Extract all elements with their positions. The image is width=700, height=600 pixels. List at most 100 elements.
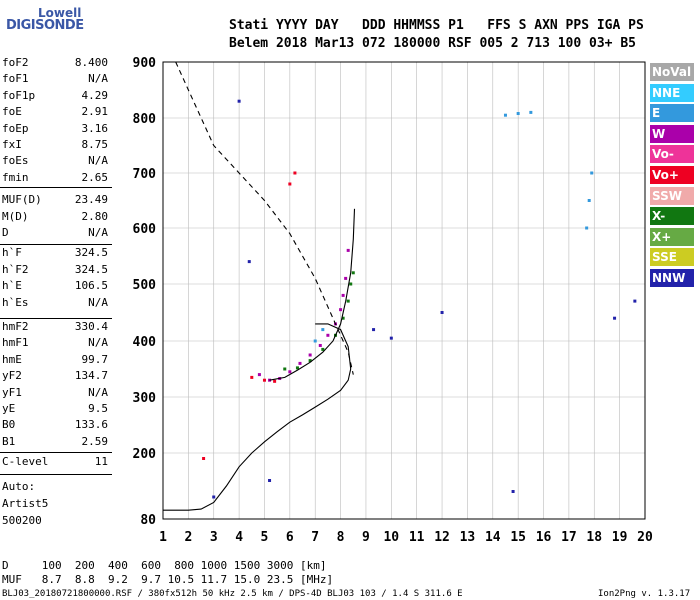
echo-point	[341, 316, 345, 320]
param-value: 2.65	[81, 170, 109, 184]
echo-point	[257, 373, 261, 377]
param-name: yE	[2, 402, 16, 415]
x-tick-label: 12	[434, 530, 450, 545]
legend-item: W	[650, 124, 694, 143]
param-name: B1	[2, 434, 16, 448]
echo-point	[516, 112, 520, 116]
y-tick-label: 200	[133, 447, 157, 462]
param-value: 11	[94, 455, 108, 469]
param-row: hmF2 330.4	[2, 320, 108, 336]
param-name: M(D)	[2, 209, 29, 223]
x-tick-label: 10	[383, 530, 399, 545]
param-name: fxI	[2, 138, 22, 151]
legend-item: X+	[650, 227, 694, 246]
legend-item: NoVal	[650, 63, 694, 81]
echo-point	[321, 347, 325, 351]
param-value: N/A	[88, 295, 108, 309]
param-row: D N/A	[2, 226, 108, 242]
param-value: 23.49	[74, 193, 108, 207]
x-tick-label: 17	[561, 530, 577, 545]
param-row: h`F2 324.5	[2, 263, 108, 279]
x-tick-label: 16	[536, 530, 552, 545]
param-row: foF1p 4.29	[2, 89, 108, 105]
echo-point	[321, 328, 325, 332]
x-tick-label: 20	[637, 530, 653, 545]
o-trace-fit	[269, 208, 356, 381]
echo-point	[212, 495, 216, 499]
legend-item: SSE	[650, 248, 694, 267]
param-value: N/A	[88, 385, 108, 399]
x-tick-label: 15	[510, 530, 526, 545]
echo-point	[503, 113, 507, 117]
echo-point	[268, 479, 272, 482]
echo-point	[349, 282, 353, 286]
param-value: 324.5	[74, 246, 108, 260]
x-tick-label: 2	[184, 530, 192, 545]
x-trace-fit	[175, 61, 354, 375]
y-tick-label: 80	[140, 513, 156, 528]
muf-d-row: D 100 200 400 600 800 1000 1500 3000 [km…	[2, 559, 327, 572]
x-tick-label: 11	[409, 530, 425, 545]
auto-program: Artist5	[2, 497, 49, 510]
param-row: B0 133.6	[2, 418, 108, 434]
echo-point	[295, 366, 299, 370]
param-name: foF1p	[2, 88, 36, 102]
y-tick-label: 400	[133, 335, 157, 350]
param-value: 9.5	[88, 402, 108, 415]
echo-point	[341, 293, 345, 297]
param-name: foEs	[2, 154, 29, 168]
divider	[0, 452, 112, 453]
echo-point	[389, 336, 393, 340]
param-row: MUF(D) 23.49	[2, 193, 108, 209]
muf-row: MUF 8.7 8.8 9.2 9.7 10.5 11.7 15.0 23.5 …	[2, 573, 333, 586]
echo-point	[529, 110, 533, 114]
param-name: foEp	[2, 121, 29, 135]
param-name: hmF2	[2, 320, 29, 333]
x-tick-label: 9	[362, 530, 370, 545]
param-name: h`F2	[2, 262, 29, 276]
legend-item: E	[650, 104, 694, 123]
legend-item: SSW	[650, 186, 694, 205]
echo-point	[344, 276, 348, 280]
logo: Lowell DIGISONDE	[6, 6, 84, 36]
param-value: 133.6	[74, 418, 108, 432]
grid	[162, 61, 646, 520]
param-row: foE 2.91	[2, 105, 108, 121]
param-row: M(D) 2.80	[2, 210, 108, 226]
echo-point	[318, 343, 322, 347]
param-row: B1 2.59	[2, 435, 108, 451]
param-name: foE	[2, 105, 22, 119]
param-name: fmin	[2, 170, 29, 184]
param-value: 324.5	[74, 262, 108, 276]
legend-item: NNE	[650, 83, 694, 102]
param-row: foF2 8.400	[2, 56, 108, 72]
y-tick-label: 600	[133, 222, 157, 237]
divider	[0, 187, 112, 188]
param-name: h`F	[2, 246, 22, 260]
x-tick-label: 19	[612, 530, 628, 545]
x-tick-label: 1	[159, 530, 167, 545]
auto-code: 500200	[2, 514, 42, 527]
x-tick-label: 6	[286, 530, 294, 545]
x-tick-label: 13	[460, 530, 476, 545]
echo-point	[237, 99, 241, 103]
param-row: fxI 8.75	[2, 138, 108, 154]
echo-point	[247, 260, 251, 264]
x-tick-label: 7	[311, 530, 319, 545]
echo-point	[613, 316, 617, 320]
auto-label: Auto:	[2, 480, 36, 493]
echo-point	[288, 182, 292, 186]
echo-point	[283, 367, 287, 371]
echo-point	[633, 299, 637, 303]
echo-point	[273, 379, 277, 383]
echo-point	[308, 353, 312, 357]
echo-point	[293, 171, 297, 175]
param-value: 106.5	[74, 279, 108, 293]
echo-point	[262, 378, 266, 382]
param-row: h`E 106.5	[2, 279, 108, 295]
param-row: fmin 2.65	[2, 171, 108, 187]
param-value: 8.400	[74, 56, 108, 69]
param-row: yF1 N/A	[2, 386, 108, 402]
muf-values: 8.7 8.8 9.2 9.7 10.5 11.7 15.0 23.5 [MHz…	[21, 573, 334, 586]
param-value: N/A	[88, 226, 108, 239]
